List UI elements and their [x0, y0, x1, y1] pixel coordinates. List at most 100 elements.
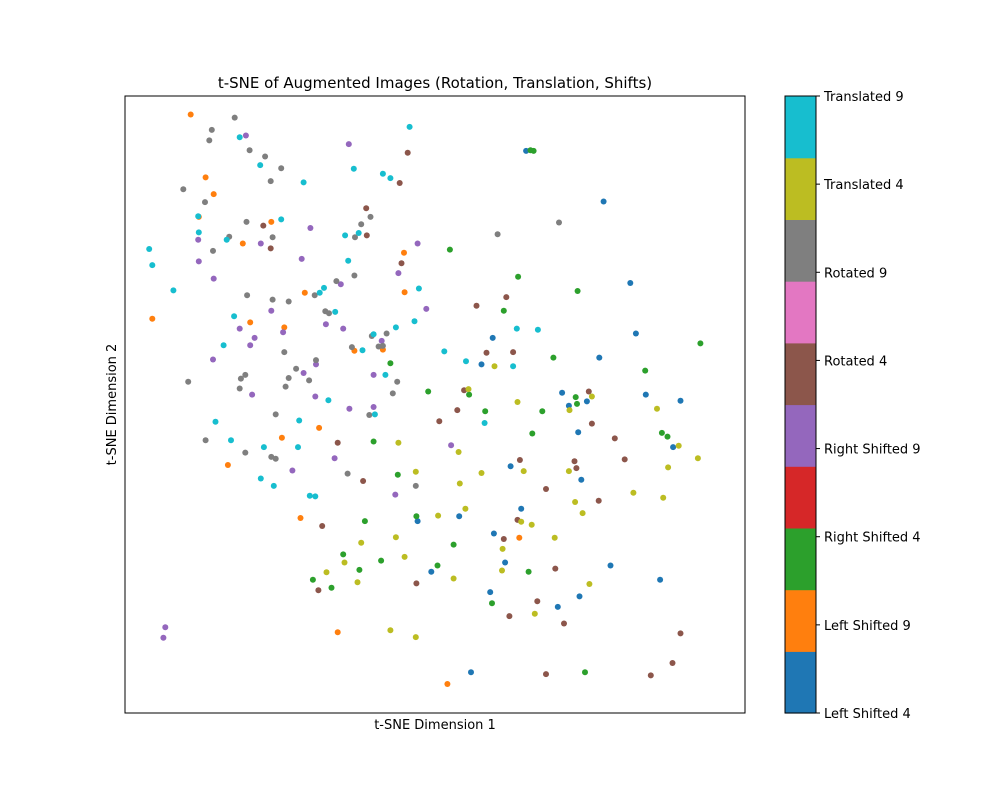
data-point — [446, 246, 453, 253]
data-point — [510, 363, 517, 370]
data-point — [513, 325, 520, 332]
data-point — [195, 213, 202, 220]
data-point — [323, 569, 330, 576]
data-point — [462, 505, 469, 512]
data-point — [675, 442, 682, 449]
data-point — [478, 470, 485, 476]
colorbar-segment — [785, 157, 816, 220]
data-point — [307, 225, 314, 231]
data-point — [494, 231, 501, 238]
data-point — [647, 672, 654, 679]
data-point — [257, 240, 264, 247]
data-point — [247, 319, 254, 326]
data-point — [630, 489, 637, 496]
data-point — [334, 629, 341, 636]
data-point — [607, 562, 614, 569]
data-point — [392, 324, 399, 331]
data-point — [210, 275, 217, 282]
plot-frame — [124, 95, 746, 714]
data-point — [454, 407, 461, 414]
data-point — [358, 539, 365, 546]
data-point — [242, 132, 249, 139]
data-point — [583, 398, 590, 405]
data-point — [371, 411, 378, 418]
colorbar-segment — [785, 404, 816, 467]
data-point — [565, 402, 572, 409]
data-point — [281, 324, 288, 331]
data-point — [395, 270, 402, 277]
colorbar-label: Right Shifted 4 — [824, 531, 921, 546]
data-point — [627, 280, 634, 286]
data-point — [523, 147, 530, 154]
data-point — [621, 456, 628, 463]
colorbar-label: Translated 9 — [823, 90, 904, 105]
data-point — [160, 634, 167, 641]
data-point — [534, 598, 541, 605]
data-point — [210, 247, 216, 254]
data-point — [293, 365, 300, 372]
colorbar-label: Left Shifted 9 — [824, 619, 911, 634]
data-point — [344, 470, 351, 477]
data-point — [582, 669, 588, 676]
data-point — [331, 455, 338, 462]
data-point — [499, 567, 505, 574]
data-point — [596, 354, 603, 361]
data-point — [281, 349, 288, 356]
data-point — [352, 234, 358, 241]
data-point — [394, 471, 401, 478]
data-point — [404, 149, 411, 156]
data-point — [657, 576, 664, 583]
data-point — [285, 298, 292, 305]
data-point — [531, 610, 538, 617]
data-point — [296, 417, 303, 424]
series-right-shifted-4 — [309, 147, 704, 676]
data-point — [466, 391, 473, 398]
data-point — [595, 497, 602, 504]
data-point — [387, 175, 394, 182]
data-point — [697, 340, 704, 347]
data-point — [571, 458, 578, 465]
data-point — [491, 363, 498, 370]
data-point — [350, 165, 357, 172]
data-point — [212, 418, 219, 425]
data-point — [394, 378, 401, 385]
data-point — [387, 360, 394, 367]
data-point — [295, 444, 301, 451]
data-point — [414, 518, 421, 525]
data-point — [572, 499, 579, 505]
data-point — [516, 457, 523, 463]
series-right-shifted-9 — [160, 132, 455, 641]
data-point — [354, 579, 361, 586]
data-point — [202, 199, 208, 206]
data-point — [441, 348, 448, 355]
data-point — [370, 371, 377, 378]
data-point — [363, 232, 370, 239]
data-point — [244, 292, 251, 299]
data-point — [436, 418, 443, 425]
data-point — [269, 234, 276, 241]
data-point — [195, 229, 202, 236]
data-point — [278, 165, 285, 172]
data-point — [260, 222, 267, 229]
data-point — [398, 260, 405, 267]
data-point — [428, 568, 435, 575]
data-point — [236, 134, 243, 141]
data-point — [334, 439, 341, 446]
data-point — [370, 404, 377, 410]
colorbar-frame — [784, 95, 817, 714]
data-point — [510, 349, 517, 356]
data-point — [267, 178, 274, 185]
data-point — [585, 388, 592, 395]
data-point — [658, 429, 665, 436]
data-point — [272, 455, 279, 462]
data-point — [316, 289, 323, 296]
colorbar-label: Translated 4 — [823, 178, 904, 193]
data-point — [268, 218, 275, 225]
data-point — [500, 307, 507, 314]
data-point — [456, 480, 463, 487]
data-point — [332, 308, 339, 315]
data-point — [195, 236, 202, 243]
points-layer — [146, 111, 704, 687]
data-point — [267, 245, 274, 252]
data-point — [556, 219, 562, 226]
